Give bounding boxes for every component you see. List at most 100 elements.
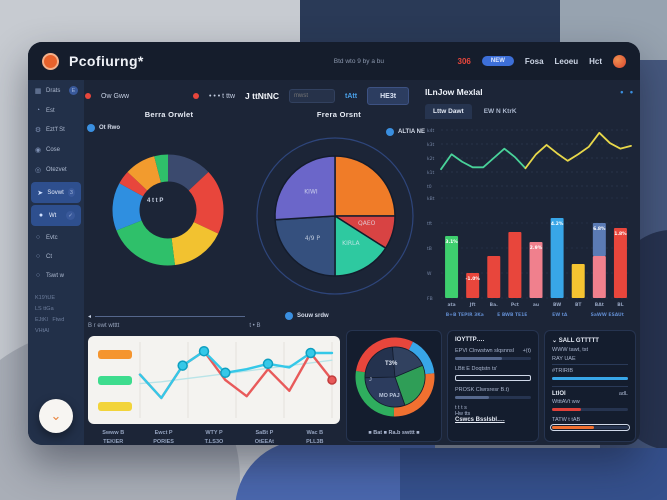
send-icon: ➤ [37, 189, 44, 197]
bar-chart[interactable]: kBt tft tB W FB 3.1% ata -1.0% Jft Ba. Pct 2.9% au 4.… [425, 194, 635, 324]
progress-bar [552, 377, 628, 380]
user-avatar[interactable] [613, 54, 626, 68]
pie-slice-4/9 P[interactable] [274, 215, 336, 277]
sidebar-item-badge: E [69, 86, 78, 95]
pie-slice-KIWI[interactable] [274, 155, 336, 221]
marker-dot[interactable] [305, 347, 316, 359]
bar-6[interactable] [571, 264, 585, 298]
bar-2[interactable] [487, 256, 501, 298]
sidebar-item-evtc[interactable]: ○ Evtc [28, 228, 84, 247]
sidebar-item-est[interactable]: ◔ Est [28, 101, 84, 120]
right-panel-title: ILnJow Mexlal [425, 87, 483, 97]
bar-0[interactable] [445, 236, 459, 298]
donut-bottom-label-bottom: MO PAJ [379, 393, 400, 399]
stats-subtitle: WWW tawt, tst [552, 347, 589, 353]
ring-seg-1[interactable] [393, 373, 435, 417]
toolbar-link[interactable]: tAtt [345, 92, 358, 100]
inner-slice-0[interactable] [394, 364, 426, 406]
collapse-chevron-button[interactable]: ⌄ [39, 399, 73, 433]
legend-chip-2[interactable] [98, 402, 132, 411]
marker-dot[interactable] [327, 375, 337, 385]
inner-slice-3[interactable] [391, 346, 424, 378]
ring-seg-2[interactable] [355, 370, 395, 417]
tasks-foot-small: t t t s [455, 405, 467, 411]
more-dots-icon[interactable]: • • [620, 87, 635, 97]
inner-slice-2[interactable] [364, 346, 396, 379]
panel-right: ILnJow Mexlal • • Lttw Dawt EW N KtrK k4t… [425, 82, 635, 442]
marker-dot[interactable] [262, 358, 274, 370]
donut-slice-navy[interactable] [167, 154, 209, 192]
x-tick: Ba. [490, 302, 498, 308]
card-chart[interactable] [88, 336, 340, 424]
marker-dot[interactable] [198, 345, 210, 357]
card-strip: ◂ Souw srdw B r ewt wtttt t • B [88, 312, 418, 334]
inner-slice-1[interactable] [364, 376, 406, 408]
tasks-foot-link[interactable]: Cswcs Bsslsbl…. [455, 417, 505, 423]
legend-chip-1[interactable] [98, 376, 132, 385]
bar-5[interactable] [550, 218, 564, 298]
sidebar-item-ezt-f-st[interactable]: ⚙ Ezt'f St [28, 120, 84, 140]
toolbar-button[interactable]: HE3t [367, 87, 410, 105]
x-tick: ata [447, 302, 455, 308]
donut-slice-red[interactable] [188, 172, 224, 234]
bar-3[interactable] [508, 232, 522, 298]
pie-chart[interactable]: QAEO KIRLA 4/9 P KIWI [253, 124, 425, 302]
task-progress-fill [455, 357, 503, 360]
marker-dot[interactable] [220, 367, 231, 379]
sidebar-item-drats[interactable]: ▦ Drats E [28, 80, 84, 101]
pie-slice-KIRLA[interactable] [334, 214, 387, 277]
sidebar-item-badge: ✓ [66, 211, 75, 220]
toolbar-title: J ttNtNC [245, 91, 280, 101]
legend-dot-icon [87, 124, 95, 132]
bar-4[interactable] [529, 242, 543, 298]
dot-icon: ○ [35, 253, 41, 260]
donut-slice-green-sm[interactable] [154, 154, 169, 183]
line-chart[interactable]: k4t k3t k2t k1t t0 [425, 124, 635, 194]
x-tick: BAt [595, 302, 605, 308]
donut-slice-red-sm[interactable] [119, 172, 148, 197]
sidebar-item-label: Cose [46, 147, 61, 153]
slider-track[interactable] [95, 315, 246, 317]
ring-seg-3[interactable] [355, 337, 413, 373]
task-item-0[interactable]: EPVI Clnwstwn slqsnnsl +(t) [455, 348, 531, 360]
donut-slice-orange[interactable] [127, 156, 162, 192]
group-label: B+B TEPIR 3Ka [446, 312, 484, 318]
tab-0[interactable]: Lttw Dawt [425, 104, 472, 119]
donut-bottom-chart[interactable] [347, 331, 443, 425]
filter-b[interactable]: • • • t ttw [209, 92, 236, 100]
bar-stack-7[interactable] [592, 223, 606, 256]
header-nav-link[interactable]: Fosa [524, 56, 544, 66]
sidebar-item-cose[interactable]: ◉ Cose [28, 140, 84, 160]
sidebar-item-tswt-w[interactable]: ○ Tswt w [28, 266, 84, 285]
sidebar-item-otezvet[interactable]: ◎ Otezvet [28, 160, 84, 180]
task-item-1[interactable]: LBtt E Doqtstn ts' [455, 366, 531, 381]
table-cell: Swww B [102, 430, 125, 436]
pie-slice-orange[interactable] [334, 155, 396, 217]
sidebar-item-sovwt[interactable]: ➤ Sovwt 3 [31, 182, 81, 203]
filter-a[interactable]: Ow Gww [101, 92, 129, 100]
bar-8[interactable] [613, 228, 627, 298]
slider-handle-icon[interactable]: ◂ [88, 313, 92, 320]
header-nav-link[interactable]: Hct [589, 56, 602, 66]
donut-slice-blue[interactable] [112, 183, 144, 231]
legend-chip-0[interactable] [98, 350, 132, 359]
ring-seg-0[interactable] [408, 341, 435, 375]
header-nav-link[interactable]: Leoeu [554, 56, 579, 66]
donut-slice-green[interactable] [116, 219, 175, 266]
task-item-2[interactable]: PROSK Clwrsresr B.t) [455, 387, 531, 399]
donut-chart[interactable] [93, 132, 243, 282]
table-cell: PORIES [153, 439, 174, 445]
sidebar-item-wt[interactable]: ● Wt ✓ [31, 205, 81, 226]
sidebar-item-label: Drats [46, 87, 61, 94]
donut-slice-yellow[interactable] [170, 221, 219, 266]
sidebar-item-ct[interactable]: ○ Ct [28, 247, 84, 266]
bar-1[interactable] [466, 273, 480, 298]
marker-dot[interactable] [177, 360, 188, 371]
bar-7[interactable] [592, 256, 606, 298]
new-pill-button[interactable]: NEW [481, 56, 514, 66]
search-input[interactable] [289, 89, 336, 103]
stats-bar1-label: #TRIRIB [552, 368, 574, 374]
stats-section-right: adL [618, 391, 628, 397]
tab-1[interactable]: EW N KtrK [476, 104, 525, 119]
task-row: PROSK Clwrsresr B.t) [455, 387, 531, 393]
